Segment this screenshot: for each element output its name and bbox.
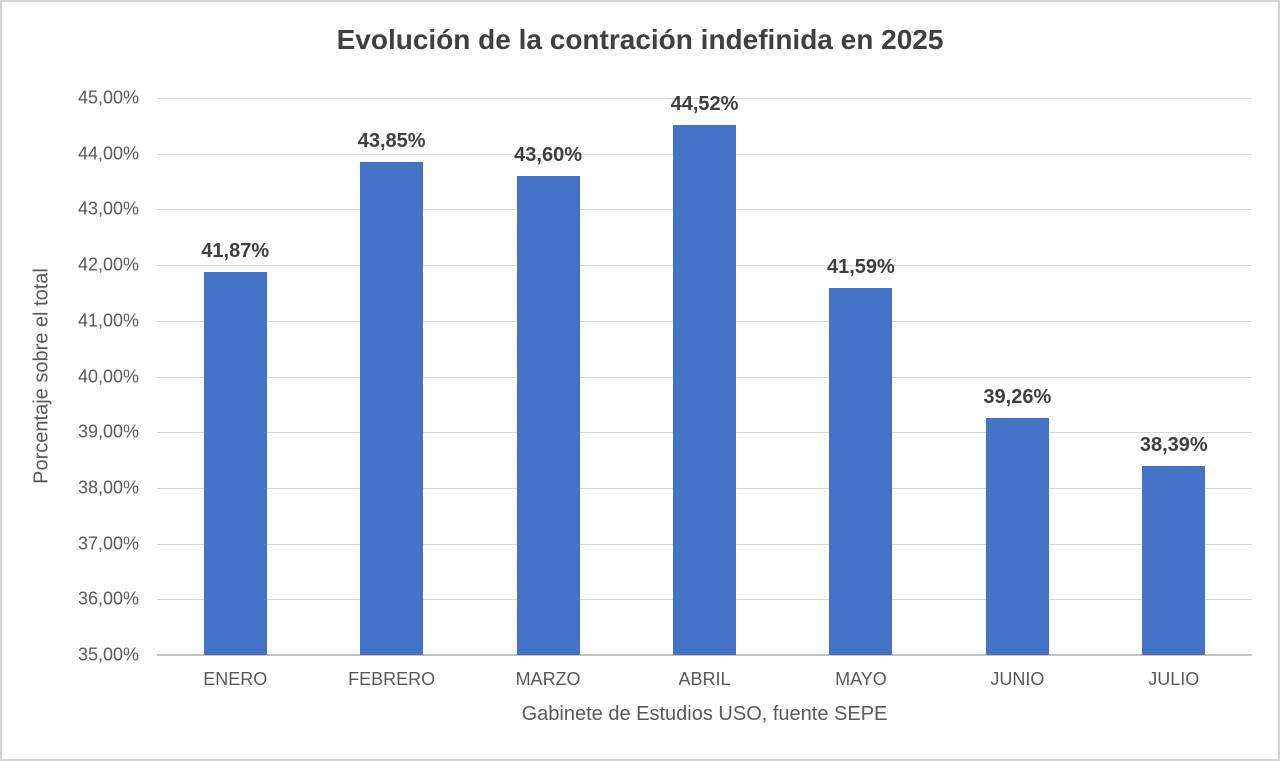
x-axis-tick-label: ENERO [203, 669, 268, 689]
x-axis-tick-label: MAYO [835, 669, 887, 689]
y-axis-title: Porcentaje sobre el total [30, 268, 53, 484]
x-axis-tick-label: ABRIL [678, 669, 731, 689]
bar-value-label: 43,60% [514, 143, 582, 166]
bar-value-label: 41,87% [201, 240, 270, 263]
y-axis-tick-label: 44,00% [77, 143, 139, 164]
y-axis-tick-label: 37,00% [77, 533, 139, 554]
bar-value-label: 39,26% [983, 385, 1052, 408]
x-axis-tick-label: JUNIO [990, 669, 1045, 689]
gridline [157, 98, 1252, 99]
y-axis-tick-label: 42,00% [77, 254, 139, 275]
bar-abril [673, 124, 736, 655]
bar-enero [203, 272, 267, 655]
y-axis-tick-label: 39,00% [77, 421, 139, 442]
y-axis-tick-label: 38,00% [77, 477, 139, 498]
x-axis-tick-label: FEBRERO [348, 669, 436, 689]
bar-value-label: 43,85% [357, 130, 426, 153]
x-axis-title: Gabinete de Estudios USO, fuente SEPE [521, 703, 888, 725]
x-axis-tick-label: MARZO [515, 669, 581, 689]
plot-area: 45,00% 44,00% 43,00% 42,00% 41,00% 40,00% 39,0… [78, 88, 1252, 689]
y-axis-tick-label: 40,00% [77, 366, 139, 386]
x-axis-line [157, 654, 1252, 656]
y-axis-tick-label: 36,00% [77, 588, 139, 609]
y-axis-tick-label: 43,00% [77, 198, 139, 219]
chart-title: Evolución de la contración indefinida en… [336, 24, 944, 55]
y-axis-tick-label: 41,00% [77, 310, 139, 331]
bar-marzo [516, 175, 580, 655]
bar-mayo [829, 287, 893, 655]
y-axis-tick-label: 45,00% [77, 87, 139, 108]
bar-value-label: 38,39% [1139, 434, 1208, 457]
bar-febrero [360, 162, 424, 655]
x-axis-tick-label: JULIO [1148, 669, 1200, 689]
bar-value-label: 44,52% [670, 92, 739, 115]
y-axis-tick-label: 35,00% [77, 644, 139, 665]
bar-julio [1142, 466, 1206, 655]
bar-junio [985, 417, 1049, 655]
bar-value-label: 41,59% [827, 255, 895, 278]
